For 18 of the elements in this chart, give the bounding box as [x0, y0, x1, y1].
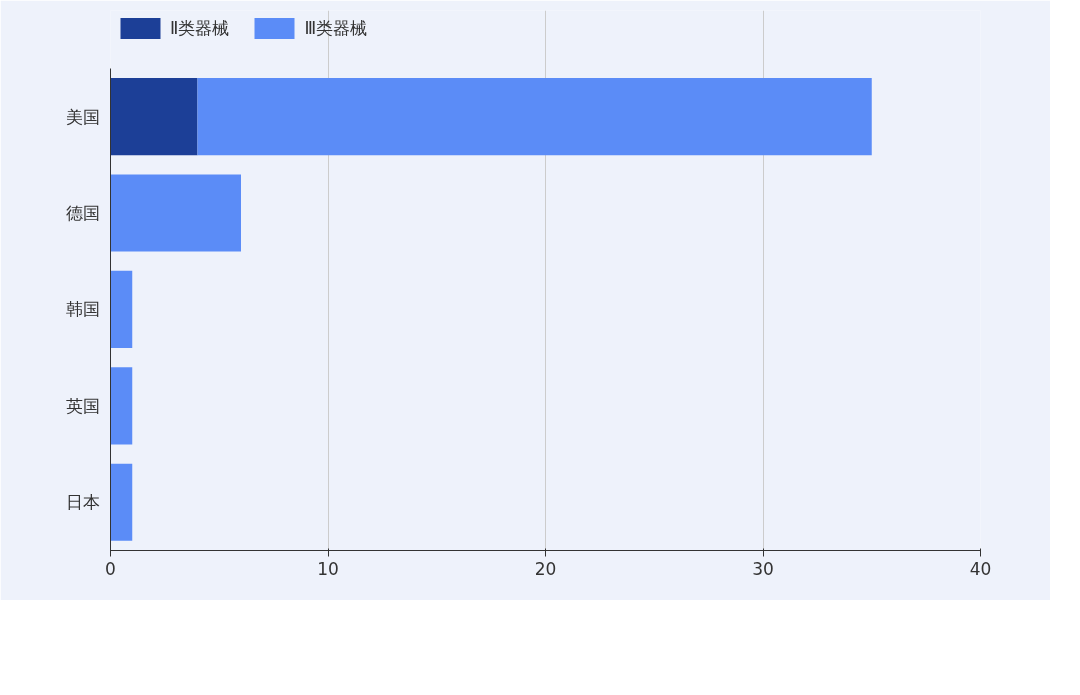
y-tick-label: 德国	[65, 203, 100, 223]
y-tick-label: 日本	[65, 492, 100, 513]
bar	[110, 174, 241, 252]
bar	[110, 270, 133, 348]
x-tick-label: 30	[752, 558, 774, 579]
bar	[110, 463, 133, 541]
y-tick-label: 韩国	[65, 299, 100, 320]
x-tick-label: 40	[969, 558, 992, 579]
x-tick-label: 20	[534, 558, 557, 579]
bar	[197, 78, 872, 156]
bar	[110, 367, 133, 445]
y-tick-label: 美国	[65, 106, 100, 127]
y-tick-label: 英国	[65, 395, 100, 416]
bar	[110, 78, 198, 156]
x-tick-label: 10	[317, 558, 339, 579]
x-tick-label: 0	[105, 558, 116, 579]
legend-label: Ⅱ类器械	[170, 16, 230, 40]
legend-label: Ⅲ类器械	[304, 16, 368, 40]
